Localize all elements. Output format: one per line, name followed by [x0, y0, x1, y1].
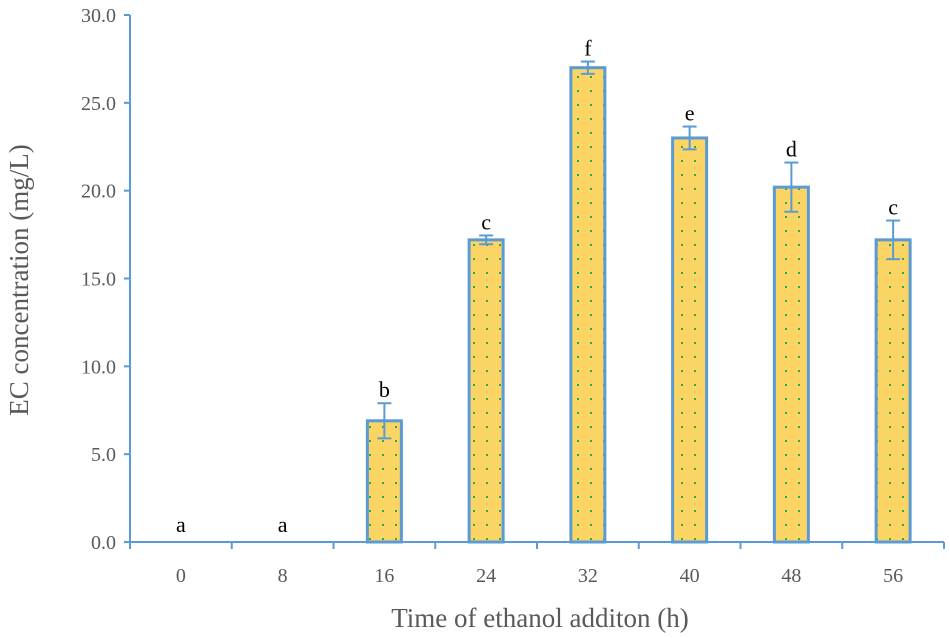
bar — [772, 185, 810, 544]
x-tick-label: 48 — [781, 565, 801, 587]
error-bar — [886, 219, 901, 261]
error-bar — [682, 125, 697, 151]
y-axis: 0.0 5.0 10.0 15.0 20.0 25.0 30.0 — [81, 5, 131, 554]
bar — [874, 238, 912, 544]
x-tick-label: 0 — [176, 565, 186, 587]
error-bar — [784, 161, 799, 213]
x-tick-label: 56 — [883, 565, 903, 587]
bar — [467, 238, 505, 544]
x-tick-label: 16 — [374, 565, 394, 587]
bar — [671, 136, 709, 544]
y-tick-label: 25.0 — [81, 93, 116, 115]
significance-label: c — [888, 195, 898, 220]
significance-label: a — [176, 512, 186, 537]
y-tick-label: 15.0 — [81, 269, 116, 291]
bar — [569, 66, 607, 544]
significance-label: a — [278, 512, 288, 537]
x-tick-label: 40 — [680, 565, 700, 587]
y-tick-label: 30.0 — [81, 5, 116, 27]
significance-label: e — [685, 101, 695, 126]
significance-label: d — [786, 137, 797, 162]
y-tick-label: 5.0 — [91, 444, 116, 466]
x-tick-label: 24 — [476, 565, 496, 587]
error-bar — [580, 60, 595, 75]
error-bar — [479, 234, 494, 246]
error-bar — [377, 402, 392, 440]
x-tick-label: 8 — [278, 565, 288, 587]
significance-label: c — [481, 209, 491, 234]
x-tick-label: 32 — [578, 565, 598, 587]
significance-label: b — [379, 377, 390, 402]
x-axis: 0 8 16 24 32 40 48 56 — [129, 541, 945, 587]
bars: a a b c f e d c — [176, 36, 912, 544]
y-tick-label: 10.0 — [81, 356, 116, 378]
significance-label: f — [584, 36, 592, 61]
x-axis-title: Time of ethanol additon (h) — [391, 603, 688, 633]
y-tick-label: 20.0 — [81, 181, 116, 203]
y-tick-label: 0.0 — [91, 532, 116, 554]
y-axis-title: EC concentration (mg/L) — [4, 144, 34, 415]
